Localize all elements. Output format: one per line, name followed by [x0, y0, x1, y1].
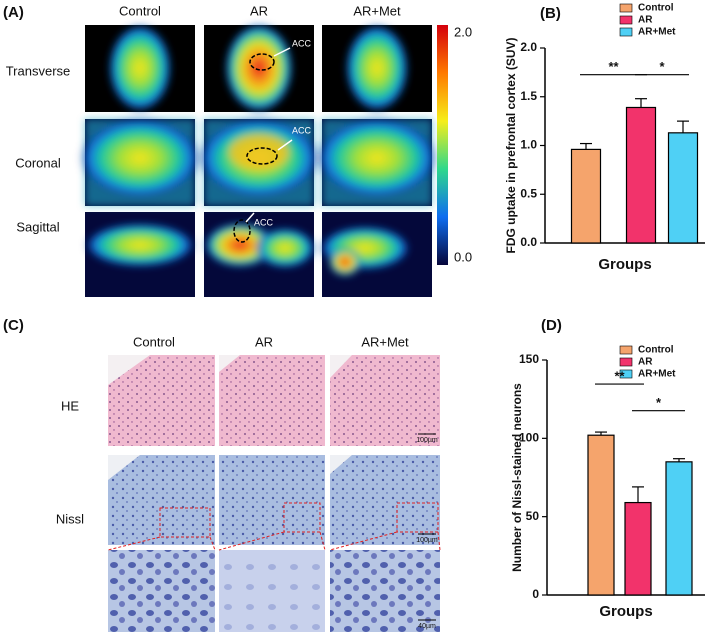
scale-bar-label: 40µm [418, 623, 436, 630]
row-label: Sagittal [16, 219, 59, 234]
row-label: HE [61, 398, 79, 413]
y-axis-label: Number of Nissl-stained neurons [510, 383, 524, 572]
annotation: ACC [292, 125, 312, 135]
column-label: AR [255, 334, 273, 349]
y-tick-label: 1.5 [520, 89, 537, 103]
pet-images [80, 24, 448, 297]
column-label: Control [119, 3, 161, 18]
legend-swatch [619, 27, 633, 37]
legend-label: AR+Met [638, 27, 676, 38]
column-label: AR+Met [361, 334, 409, 349]
histology-images [107, 355, 441, 632]
legend-label: AR [638, 15, 653, 26]
panel-label: (D) [541, 317, 562, 334]
legend-swatch [619, 369, 633, 379]
row-label: Coronal [15, 155, 61, 170]
panel-label: (C) [3, 317, 24, 334]
annotation: ACC [292, 38, 312, 48]
bar [665, 461, 693, 596]
legend-label: Control [638, 345, 674, 356]
bar [667, 132, 699, 244]
legend-swatch [619, 357, 633, 367]
significance-label: * [656, 395, 662, 410]
legend-label: AR [638, 357, 653, 368]
bar [587, 434, 615, 596]
panel-label: (A) [3, 4, 24, 21]
annotation: ACC [254, 217, 274, 227]
row-label: Transverse [6, 63, 71, 78]
legend-swatch [619, 15, 633, 25]
row-label: Nissl [56, 511, 84, 526]
y-tick-label: 0.5 [520, 186, 537, 200]
y-tick-label: 100 [519, 431, 539, 445]
bar [570, 148, 602, 244]
y-tick-label: 0.0 [520, 235, 537, 249]
column-label: AR+Met [353, 3, 401, 18]
bar [625, 106, 657, 244]
significance-label: * [659, 59, 665, 74]
x-axis-label: Groups [599, 603, 652, 620]
x-axis-label: Groups [598, 256, 651, 273]
significance-label: ** [614, 369, 625, 384]
legend-label: AR+Met [638, 369, 676, 380]
colorbar-label: 0.0 [454, 249, 472, 264]
y-tick-label: 150 [519, 352, 539, 366]
legend-label: Control [638, 3, 674, 14]
y-tick-label: 50 [526, 509, 540, 523]
legend-swatch [619, 345, 633, 355]
scale-bar-label: 100µm [416, 437, 438, 444]
column-label: AR [250, 3, 268, 18]
column-label: Control [133, 334, 175, 349]
y-tick-label: 0 [532, 587, 539, 601]
significance-label: ** [608, 59, 619, 74]
legend-swatch [619, 3, 633, 13]
y-tick-label: 2.0 [520, 40, 537, 54]
y-tick-label: 1.0 [520, 138, 537, 152]
scale-bar-label: 100µm [416, 537, 438, 544]
panel-label: (B) [540, 5, 561, 22]
colorbar-label: 2.0 [454, 24, 472, 39]
bar [624, 501, 652, 596]
y-axis-label: FDG uptake in prefrontal cortex (SUV) [504, 37, 518, 253]
